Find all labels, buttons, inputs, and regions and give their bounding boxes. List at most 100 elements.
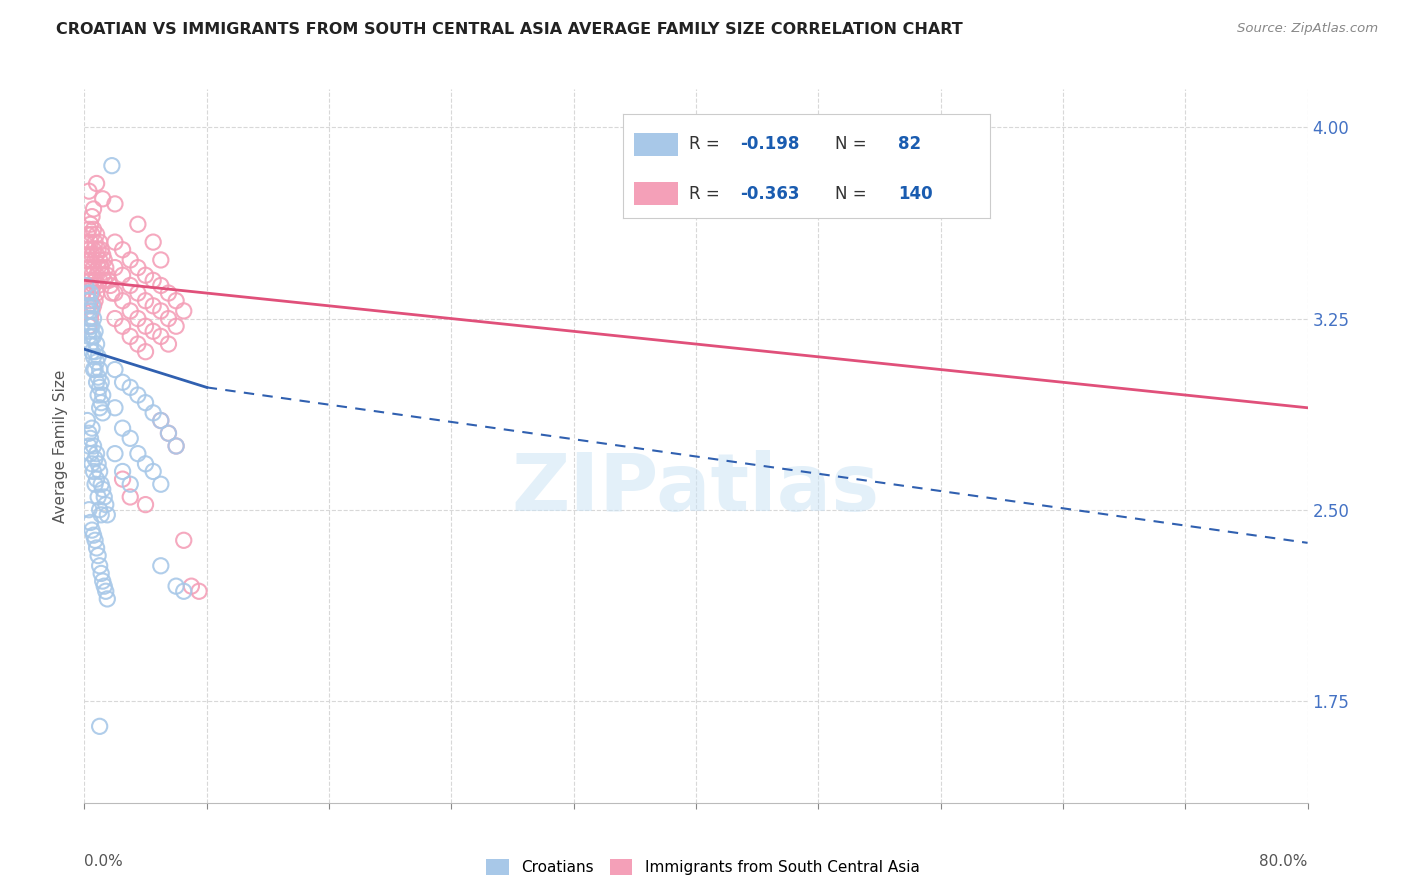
Point xyxy=(173,584,195,599)
Point xyxy=(135,395,157,409)
Point xyxy=(89,273,111,287)
Point xyxy=(86,268,108,283)
Point xyxy=(76,413,98,427)
Point xyxy=(157,311,180,326)
Point xyxy=(87,370,110,384)
Point xyxy=(165,439,187,453)
Point xyxy=(135,319,157,334)
Point xyxy=(120,490,142,504)
Point xyxy=(83,311,105,326)
Point xyxy=(173,533,195,548)
Point xyxy=(142,273,165,287)
Point xyxy=(101,159,124,173)
Text: 0.0%: 0.0% xyxy=(84,854,124,869)
Point xyxy=(84,344,107,359)
Point xyxy=(91,192,114,206)
Point xyxy=(83,362,105,376)
Point xyxy=(86,227,108,242)
Point xyxy=(83,260,105,275)
Point xyxy=(142,406,165,420)
Point xyxy=(76,248,98,262)
Y-axis label: Average Family Size: Average Family Size xyxy=(53,369,69,523)
Point xyxy=(80,210,103,224)
FancyBboxPatch shape xyxy=(634,133,678,155)
FancyBboxPatch shape xyxy=(634,183,678,205)
Text: 140: 140 xyxy=(898,185,932,202)
Point xyxy=(75,252,97,267)
Point xyxy=(87,260,110,275)
Point xyxy=(120,252,142,267)
Point xyxy=(149,413,172,427)
Point xyxy=(91,388,114,402)
Point xyxy=(120,304,142,318)
Point xyxy=(135,498,157,512)
Point xyxy=(80,344,103,359)
Point xyxy=(111,472,134,486)
Point xyxy=(80,227,103,242)
Point xyxy=(76,227,98,242)
Point xyxy=(84,362,107,376)
Point xyxy=(93,490,115,504)
Text: ZIPatlas: ZIPatlas xyxy=(512,450,880,528)
Point xyxy=(80,268,103,283)
Point xyxy=(180,579,202,593)
Point xyxy=(165,579,187,593)
Point xyxy=(89,719,111,733)
Point xyxy=(87,243,110,257)
Text: 82: 82 xyxy=(898,136,921,153)
Point xyxy=(84,293,107,308)
Point xyxy=(77,426,100,441)
Point xyxy=(79,273,101,287)
Point xyxy=(75,278,97,293)
Point xyxy=(111,243,134,257)
Point xyxy=(89,380,111,394)
Point xyxy=(83,528,105,542)
Point xyxy=(77,329,100,343)
Point xyxy=(77,293,100,308)
Point xyxy=(90,376,112,390)
Point xyxy=(120,431,142,445)
Point xyxy=(127,337,149,351)
Point xyxy=(76,299,98,313)
Point xyxy=(86,376,108,390)
Point xyxy=(120,329,142,343)
Point xyxy=(90,508,112,522)
Point xyxy=(80,299,103,313)
Point xyxy=(94,498,117,512)
Point xyxy=(87,350,110,364)
Point xyxy=(79,293,101,308)
Point xyxy=(157,286,180,301)
Point xyxy=(149,558,172,573)
Point xyxy=(149,413,172,427)
Point xyxy=(86,472,108,486)
Point xyxy=(135,344,157,359)
Point xyxy=(77,260,100,275)
Point xyxy=(79,447,101,461)
Point xyxy=(104,235,127,249)
Point xyxy=(120,380,142,394)
Point xyxy=(89,502,111,516)
Text: R =: R = xyxy=(689,185,724,202)
Point xyxy=(79,252,101,267)
Point xyxy=(79,337,101,351)
Point xyxy=(83,329,105,343)
Point xyxy=(77,278,100,293)
Point xyxy=(149,329,172,343)
Point xyxy=(83,202,105,216)
Text: Source: ZipAtlas.com: Source: ZipAtlas.com xyxy=(1237,22,1378,36)
Point xyxy=(80,329,103,343)
Point xyxy=(83,465,105,479)
Point xyxy=(149,477,172,491)
Point xyxy=(111,376,134,390)
Point xyxy=(135,457,157,471)
Point xyxy=(86,541,108,555)
Point xyxy=(127,311,149,326)
Point xyxy=(91,248,114,262)
Point xyxy=(83,222,105,236)
Point xyxy=(89,401,111,415)
Point xyxy=(149,304,172,318)
Point xyxy=(127,217,149,231)
Point xyxy=(90,566,112,581)
Point xyxy=(104,401,127,415)
Point xyxy=(104,311,127,326)
